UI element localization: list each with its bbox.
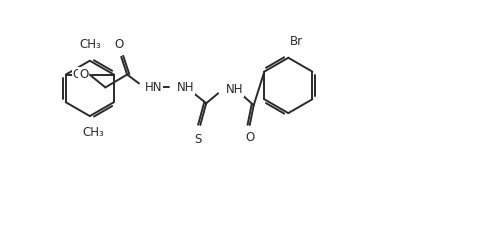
Text: HN: HN (145, 81, 163, 94)
Text: Cl: Cl (72, 68, 84, 81)
Text: S: S (195, 133, 202, 146)
Text: O: O (79, 68, 88, 81)
Text: CH₃: CH₃ (79, 38, 101, 51)
Text: Br: Br (290, 35, 303, 48)
Text: NH: NH (177, 81, 194, 94)
Text: O: O (245, 131, 254, 144)
Text: CH₃: CH₃ (82, 126, 104, 139)
Text: O: O (115, 38, 124, 51)
Text: NH: NH (226, 83, 244, 96)
